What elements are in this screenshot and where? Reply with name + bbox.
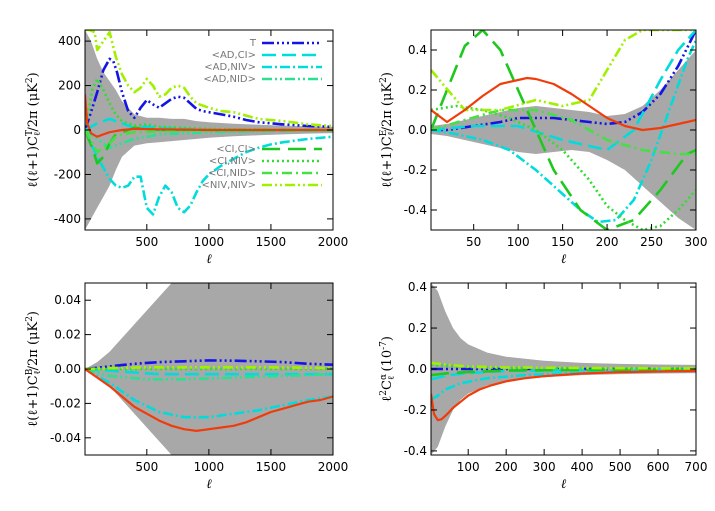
y-axis-label: ℓ(ℓ+1)CBℓ/2π (μK2) — [25, 311, 43, 427]
series-line-niv-niv — [431, 361, 696, 370]
y-axis-label: ℓ(ℓ+1)CTℓ/2π (μK2) — [25, 72, 43, 187]
x-axis-label: ℓ — [561, 252, 567, 267]
series-line-baseline — [431, 76, 696, 132]
x-tick-label: 100 — [457, 460, 480, 474]
x-axis-label: ℓ — [561, 477, 567, 492]
series-line-baseline — [85, 94, 333, 138]
x-tick-label: 200 — [495, 460, 518, 474]
series-line-ci-ci — [431, 30, 696, 230]
x-tick-label: 300 — [685, 235, 708, 249]
plot-area-ee — [431, 30, 696, 230]
panel-bb: 500 1000 1500 2000 -0.04 -0.02 0.00 0.02 0.04 ℓ ℓ(… — [25, 282, 349, 492]
panel-tt: 500 1000 1500 2000 -400 -200 0 200 400 ℓ ℓ(ℓ+1)CTℓ… — [25, 29, 349, 267]
series-line-t — [85, 57, 333, 131]
y-tick-label: -0.02 — [50, 396, 81, 410]
y-tick-label: 200 — [58, 79, 81, 93]
series-line-niv-niv — [85, 366, 333, 371]
y-tick-label: 0.04 — [54, 293, 81, 307]
y-tick-label: -200 — [54, 167, 81, 181]
legend-label-niv-niv: <NIV,NIV> — [202, 180, 256, 191]
y-tick-label: -0.4 — [404, 203, 427, 217]
series-line-ci-nid — [85, 128, 333, 154]
x-tick-label: 500 — [135, 460, 158, 474]
x-tick-label: 300 — [533, 460, 556, 474]
series-line-ci-ci — [431, 368, 696, 377]
y-tick-label: 0 — [73, 123, 81, 137]
legend-label-ci-ci: <CI,CI> — [216, 144, 256, 155]
series-line-t — [85, 359, 333, 371]
series-line-ad-ci — [431, 30, 696, 152]
series-line-ad-niv — [431, 39, 696, 224]
y-tick-label: 0.0 — [408, 123, 427, 137]
x-tick-label: 250 — [640, 235, 663, 249]
plot-area-tt — [85, 30, 333, 230]
series-line-ad-ci — [85, 117, 333, 133]
x-tick-label: 200 — [596, 235, 619, 249]
legend-label-t: T — [249, 38, 257, 49]
y-tick-label: 0.02 — [54, 328, 81, 342]
plot-area-bb — [85, 283, 333, 455]
x-tick-label: 2000 — [318, 235, 349, 249]
x-tick-label: 400 — [571, 460, 594, 474]
x-tick-label: 1500 — [256, 460, 287, 474]
series-line-ci-nid — [431, 108, 696, 156]
x-tick-label: 700 — [685, 460, 708, 474]
y-tick-label: 0.4 — [408, 43, 427, 57]
x-tick-label: 1500 — [256, 235, 287, 249]
series-line-ad-niv — [85, 367, 333, 419]
y-tick-label: -0.2 — [404, 403, 427, 417]
x-axis-label: ℓ — [206, 252, 212, 267]
cosmic-variance-band — [431, 50, 696, 230]
series-line-ad-ci — [85, 367, 333, 376]
series-line-ad-niv — [85, 129, 333, 216]
y-tick-label: 0.4 — [408, 280, 427, 294]
panel-ee: 50 100 150 200 250 300 -0.4 -0.2 0.0 0.2 0.4 ℓ ℓ(ℓ+1… — [379, 29, 708, 267]
panel-alpha: 100 200 300 400 500 600 700 -0.4 -0.2 0.0 0.2 0.4 ℓ ℓ… — [379, 280, 707, 492]
y-tick-label: 0.2 — [408, 83, 427, 97]
y-tick-label: 400 — [58, 34, 81, 48]
y-axis-label: ℓ2Cαℓ (10-7) — [379, 336, 397, 402]
legend-label-ci-nid: <CI,NID> — [208, 168, 256, 179]
series-line-baseline — [85, 368, 333, 432]
plot-area-alpha — [431, 283, 696, 455]
x-tick-label: 500 — [135, 235, 158, 249]
y-tick-label: -400 — [54, 212, 81, 226]
series-line-niv-niv — [431, 30, 696, 112]
y-tick-label: -0.2 — [404, 163, 427, 177]
y-tick-label: -0.4 — [404, 444, 427, 458]
series-line-niv-niv — [85, 30, 333, 128]
legend-label-ci-niv: <CI,NIV> — [209, 156, 256, 167]
x-tick-label: 2000 — [318, 460, 349, 474]
x-tick-label: 1000 — [194, 460, 225, 474]
x-tick-label: 50 — [466, 235, 481, 249]
legend-label-ad-nid: <AD,NID> — [203, 74, 256, 85]
y-tick-label: 0.2 — [408, 321, 427, 335]
series-line-baseline — [431, 369, 696, 422]
legend-label-ad-niv: <AD,NIV> — [204, 62, 256, 73]
series-line-ad-nid — [85, 367, 333, 381]
x-tick-label: 1000 — [194, 235, 225, 249]
legend-label-ad-ci: <AD,CI> — [212, 50, 256, 61]
y-tick-label: 0.0 — [408, 362, 427, 376]
y-axis-label: ℓ(ℓ+1)CEℓ/2π (μK2) — [379, 72, 397, 188]
x-tick-label: 500 — [609, 460, 632, 474]
x-tick-label: 600 — [647, 460, 670, 474]
x-tick-label: 100 — [507, 235, 530, 249]
series-line-ad-nid — [85, 128, 333, 150]
y-tick-label: 0.00 — [54, 362, 81, 376]
x-tick-label: 150 — [551, 235, 574, 249]
legend: T<AD,CI><AD,NIV><AD,NID> — [203, 38, 322, 85]
legend: <CI,CI><CI,NIV><CI,NID><NIV,NIV> — [202, 144, 322, 191]
y-tick-label: -0.04 — [50, 431, 81, 445]
x-axis-label: ℓ — [206, 477, 212, 492]
series-line-ci-niv — [431, 104, 696, 230]
